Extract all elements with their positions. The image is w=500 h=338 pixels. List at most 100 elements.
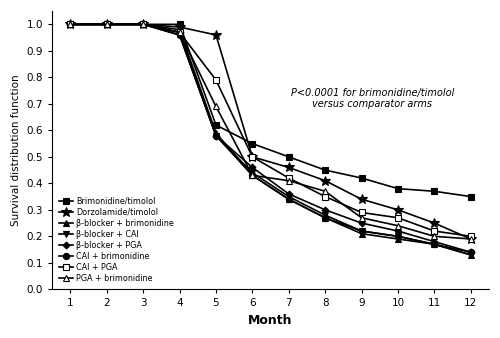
β-blocker + PGA [468,250,473,254]
Dorzolamide/timolol [286,165,292,169]
Dorzolamide/timolol [176,25,182,29]
β-blocker + CAI [432,242,438,246]
Dorzolamide/timolol [322,179,328,183]
CAI + brimonidine [358,229,364,233]
Line: Dorzolamide/timolol: Dorzolamide/timolol [66,20,476,244]
β-blocker + CAI [358,229,364,233]
CAI + brimonidine [468,250,473,254]
CAI + PGA [322,195,328,199]
β-blocker + brimonidine [468,253,473,257]
β-blocker + PGA [104,22,110,26]
β-blocker + brimonidine [213,131,219,135]
β-blocker + PGA [250,165,256,169]
Dorzolamide/timolol [395,208,401,212]
PGA + brimonidine [213,104,219,108]
CAI + brimonidine [104,22,110,26]
β-blocker + PGA [68,22,73,26]
CAI + PGA [468,234,473,238]
β-blocker + CAI [213,134,219,138]
Line: β-blocker + PGA: β-blocker + PGA [68,22,473,255]
β-blocker + CAI [104,22,110,26]
Brimonidine/timolol [468,195,473,199]
CAI + brimonidine [213,134,219,138]
PGA + brimonidine [68,22,73,26]
CAI + PGA [432,229,438,233]
Brimonidine/timolol [68,22,73,26]
Line: β-blocker + brimonidine: β-blocker + brimonidine [68,21,474,258]
β-blocker + brimonidine [104,22,110,26]
β-blocker + PGA [140,22,146,26]
Brimonidine/timolol [176,22,182,26]
β-blocker + brimonidine [140,22,146,26]
β-blocker + brimonidine [286,197,292,201]
Line: Brimonidine/timolol: Brimonidine/timolol [68,21,474,200]
PGA + brimonidine [176,30,182,34]
β-blocker + brimonidine [250,173,256,177]
PGA + brimonidine [250,173,256,177]
β-blocker + brimonidine [432,242,438,246]
CAI + PGA [395,216,401,220]
PGA + brimonidine [140,22,146,26]
Brimonidine/timolol [213,123,219,127]
Brimonidine/timolol [286,155,292,159]
β-blocker + CAI [250,171,256,175]
CAI + brimonidine [286,197,292,201]
β-blocker + PGA [286,192,292,196]
CAI + brimonidine [176,33,182,37]
CAI + brimonidine [250,173,256,177]
β-blocker + CAI [68,22,73,26]
CAI + PGA [68,22,73,26]
CAI + brimonidine [68,22,73,26]
Dorzolamide/timolol [358,197,364,201]
Dorzolamide/timolol [140,22,146,26]
Y-axis label: Survival distribution function: Survival distribution function [11,74,21,226]
β-blocker + PGA [213,134,219,138]
X-axis label: Month: Month [248,314,293,327]
PGA + brimonidine [395,224,401,228]
PGA + brimonidine [358,216,364,220]
Brimonidine/timolol [358,176,364,180]
Line: CAI + brimonidine: CAI + brimonidine [68,21,474,255]
Brimonidine/timolol [140,22,146,26]
CAI + PGA [213,78,219,82]
β-blocker + CAI [286,195,292,199]
Brimonidine/timolol [322,168,328,172]
β-blocker + PGA [176,30,182,34]
CAI + PGA [104,22,110,26]
Brimonidine/timolol [104,22,110,26]
CAI + PGA [358,211,364,215]
Brimonidine/timolol [250,142,256,146]
PGA + brimonidine [468,237,473,241]
Dorzolamide/timolol [250,155,256,159]
PGA + brimonidine [322,189,328,193]
β-blocker + PGA [358,221,364,225]
PGA + brimonidine [286,179,292,183]
β-blocker + PGA [322,208,328,212]
β-blocker + PGA [395,229,401,233]
β-blocker + brimonidine [358,232,364,236]
Text: P<0.0001 for brimonidine/timolol
versus comparator arms: P<0.0001 for brimonidine/timolol versus … [290,88,454,110]
CAI + PGA [286,176,292,180]
β-blocker + brimonidine [322,216,328,220]
β-blocker + PGA [432,240,438,244]
Dorzolamide/timolol [68,22,73,26]
Dorzolamide/timolol [213,33,219,37]
Legend: Brimonidine/timolol, Dorzolamide/timolol, β-blocker + brimonidine, β-blocker + C: Brimonidine/timolol, Dorzolamide/timolol… [56,194,176,285]
β-blocker + brimonidine [176,28,182,32]
β-blocker + brimonidine [68,22,73,26]
Brimonidine/timolol [395,187,401,191]
CAI + PGA [176,30,182,34]
Dorzolamide/timolol [104,22,110,26]
Brimonidine/timolol [432,189,438,193]
CAI + PGA [140,22,146,26]
CAI + brimonidine [322,216,328,220]
CAI + brimonidine [432,242,438,246]
Line: PGA + brimonidine: PGA + brimonidine [68,21,474,242]
CAI + brimonidine [140,22,146,26]
Line: β-blocker + CAI: β-blocker + CAI [68,21,474,258]
PGA + brimonidine [104,22,110,26]
Dorzolamide/timolol [468,237,473,241]
CAI + PGA [250,155,256,159]
Dorzolamide/timolol [432,221,438,225]
β-blocker + CAI [468,253,473,257]
